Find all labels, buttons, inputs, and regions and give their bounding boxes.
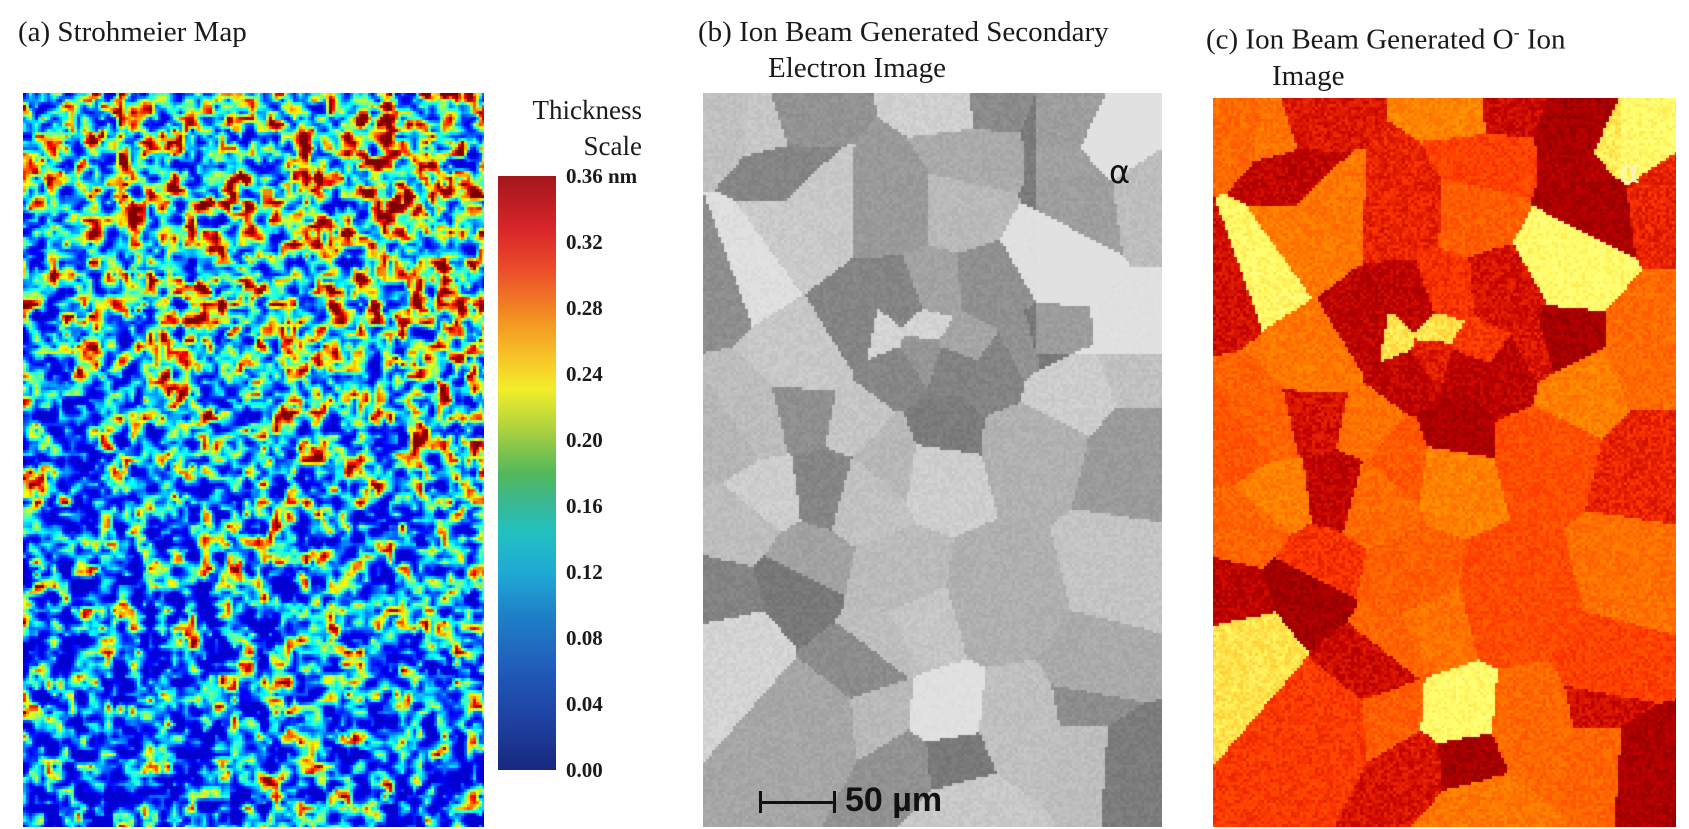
scale-bar-label: 50 µm xyxy=(845,781,943,819)
colorbar-tick-label: 0.12 xyxy=(566,560,603,584)
colorbar-tick-label: 0.32 xyxy=(566,230,603,254)
thickness-scale-title: Thickness Scale xyxy=(496,92,642,164)
colorbar-tick-label: 0.16 xyxy=(566,494,603,518)
panel-c-caption-line2: Image xyxy=(1272,59,1345,92)
panel-c-caption-suffix: Ion xyxy=(1519,23,1566,56)
thickness-colorbar xyxy=(498,176,556,770)
panel-c-caption: (c) Ion Beam Generated O- Ion Image xyxy=(1206,14,1566,94)
colorbar-tick-label: 0.04 xyxy=(566,692,603,716)
scale-title-line2: Scale xyxy=(583,131,642,161)
colorbar-tick-label: 0.00 xyxy=(566,758,603,782)
oxygen-ion-image xyxy=(1213,98,1676,827)
colorbar-tick-label: 0.08 xyxy=(566,626,603,650)
colorbar-tick-label: 0.28 xyxy=(566,296,603,320)
panel-b-caption-line1: (b) Ion Beam Generated Secondary xyxy=(698,16,1109,48)
panel-a-caption: (a) Strohmeier Map xyxy=(18,14,247,50)
panel-c-caption-prefix: (c) Ion Beam Generated O xyxy=(1206,23,1514,56)
panel-b-caption: (b) Ion Beam Generated Secondary Electro… xyxy=(698,14,1109,86)
phase-label-alpha-c: α xyxy=(1619,153,1641,191)
strohmeier-map-image xyxy=(23,93,484,827)
scale-bar-line xyxy=(759,801,835,804)
scale-bar-cap-right xyxy=(833,791,836,813)
secondary-electron-image xyxy=(703,93,1162,827)
panel-a-caption-text: (a) Strohmeier Map xyxy=(18,16,247,48)
colorbar-tick-label: 0.24 xyxy=(566,362,603,386)
colorbar-tick-label: 0.36 nm xyxy=(566,164,638,188)
scale-title-line1: Thickness xyxy=(532,95,642,125)
panel-c-caption-superscript: - xyxy=(1513,22,1520,42)
phase-label-alpha-b: α xyxy=(1109,153,1131,191)
panel-b-caption-line2: Electron Image xyxy=(768,52,946,84)
colorbar-tick-label: 0.20 xyxy=(566,428,603,452)
